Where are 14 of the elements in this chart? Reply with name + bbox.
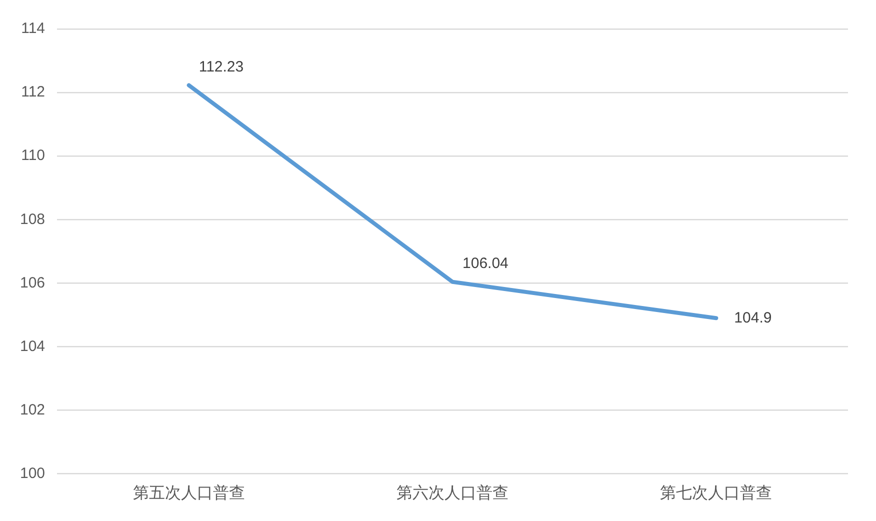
- y-tick-label: 110: [21, 147, 46, 164]
- y-tick-label: 114: [21, 20, 46, 38]
- data-label: 106.04: [462, 255, 508, 272]
- x-tick-label: 第六次人口普查: [396, 484, 509, 502]
- y-tick-label: 112: [21, 84, 46, 101]
- y-tick-label: 104: [20, 338, 46, 355]
- x-tick-label: 第七次人口普查: [660, 484, 772, 502]
- y-tick-label: 102: [20, 401, 46, 418]
- data-label: 112.23: [198, 58, 244, 76]
- x-tick-label: 第五次人口普查: [132, 484, 245, 502]
- y-tick-label: 108: [20, 210, 46, 228]
- data-label: 104.9: [734, 309, 772, 326]
- y-tick-label: 100: [20, 464, 46, 482]
- y-tick-label: 106: [20, 274, 46, 292]
